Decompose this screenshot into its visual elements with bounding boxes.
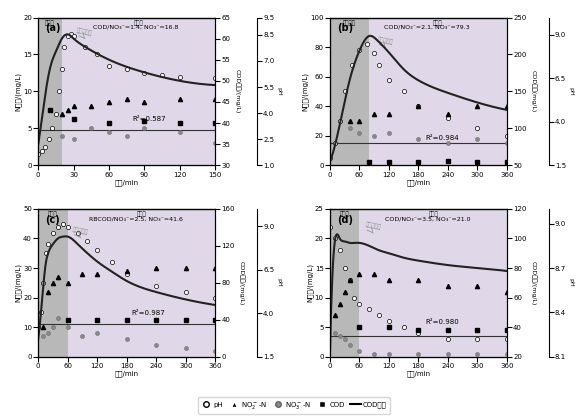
Text: RBCOD/NO₃⁻=2.5, NO₃⁻=41.6: RBCOD/NO₃⁻=2.5, NO₃⁻=41.6 bbox=[89, 216, 182, 221]
Text: 乙酸洓吸塔: 乙酸洓吸塔 bbox=[72, 226, 89, 235]
Text: 外碳源: 外碳源 bbox=[45, 20, 55, 26]
Y-axis label: COD浓度/(mg/L): COD浓度/(mg/L) bbox=[531, 261, 536, 305]
Text: R²=0.987: R²=0.987 bbox=[132, 310, 165, 317]
Text: 内碳源: 内碳源 bbox=[428, 212, 438, 217]
Y-axis label: COD浓度(mg/L): COD浓度(mg/L) bbox=[531, 70, 536, 113]
Y-axis label: pH: pH bbox=[568, 279, 573, 287]
Text: (d): (d) bbox=[337, 215, 353, 225]
X-axis label: 时间/min: 时间/min bbox=[115, 370, 139, 377]
Bar bbox=[38, 18, 62, 165]
Y-axis label: pH: pH bbox=[276, 279, 281, 287]
Text: (c): (c) bbox=[45, 215, 60, 225]
Bar bbox=[330, 209, 359, 357]
X-axis label: 时间/min: 时间/min bbox=[115, 179, 139, 186]
Text: R²=0.984: R²=0.984 bbox=[426, 135, 459, 141]
Bar bbox=[359, 209, 507, 357]
Text: 乙酸洓吸塔: 乙酸洓吸塔 bbox=[76, 28, 93, 36]
Text: 碳源不足: 碳源不足 bbox=[343, 20, 356, 26]
Text: (b): (b) bbox=[337, 23, 353, 33]
Text: 内碳源: 内碳源 bbox=[136, 212, 146, 217]
Y-axis label: N浓度/(mg/L): N浓度/(mg/L) bbox=[307, 263, 313, 302]
Bar bbox=[369, 18, 507, 165]
Text: 乙酸洓吸塔: 乙酸洓吸塔 bbox=[365, 222, 382, 231]
Bar bbox=[62, 18, 215, 165]
Text: COD/NO₃⁻=2.1, NO₃⁻=79.3: COD/NO₃⁻=2.1, NO₃⁻=79.3 bbox=[385, 25, 470, 30]
Bar bbox=[38, 209, 68, 357]
Y-axis label: COD浓度/(mg/L): COD浓度/(mg/L) bbox=[235, 69, 240, 113]
Y-axis label: pH: pH bbox=[568, 87, 573, 96]
Y-axis label: pH: pH bbox=[276, 87, 281, 96]
X-axis label: 时间/min: 时间/min bbox=[406, 370, 430, 377]
Bar bbox=[68, 209, 215, 357]
Text: COD/NO₃⁻=1.4, NO₃⁻=16.8: COD/NO₃⁻=1.4, NO₃⁻=16.8 bbox=[93, 25, 178, 30]
Text: 外碳源: 外碳源 bbox=[340, 212, 349, 217]
Text: (a): (a) bbox=[45, 23, 61, 33]
Text: 乙酸洓吸塔: 乙酸洓吸塔 bbox=[377, 36, 394, 45]
Bar bbox=[330, 18, 369, 165]
Text: R²=0.980: R²=0.980 bbox=[426, 319, 460, 325]
Text: R²=0.587: R²=0.587 bbox=[133, 116, 166, 122]
Text: COD/NO₃⁻=3.5, NO₃⁻=21.0: COD/NO₃⁻=3.5, NO₃⁻=21.0 bbox=[385, 216, 470, 221]
X-axis label: 时间/min: 时间/min bbox=[406, 179, 430, 186]
Y-axis label: N浓度/(mg/L): N浓度/(mg/L) bbox=[15, 263, 22, 302]
Text: 内碳源: 内碳源 bbox=[133, 20, 143, 26]
Text: 内碳源: 内碳源 bbox=[433, 20, 443, 26]
Y-axis label: COD浓度/(mg/L): COD浓度/(mg/L) bbox=[239, 261, 245, 305]
Y-axis label: N浓度/(mg/L): N浓度/(mg/L) bbox=[15, 72, 22, 111]
Y-axis label: N浓度/(mg/L): N浓度/(mg/L) bbox=[302, 72, 309, 111]
Text: 外碳源: 外碳源 bbox=[48, 212, 58, 217]
Legend: pH, NO$_2^-$-N, NO$_3^-$-N, COD, COD拟合: pH, NO$_2^-$-N, NO$_3^-$-N, COD, COD拟合 bbox=[198, 397, 390, 414]
